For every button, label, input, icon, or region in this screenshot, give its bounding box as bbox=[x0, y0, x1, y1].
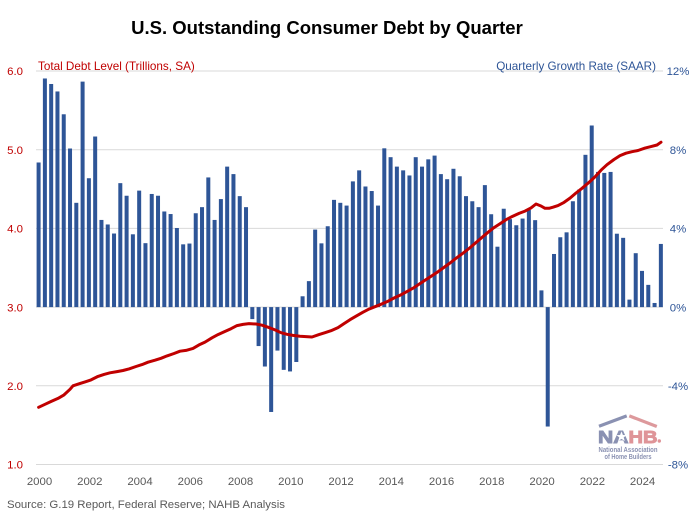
svg-text:2024: 2024 bbox=[630, 476, 655, 488]
svg-text:U.S. Outstanding Consumer Debt: U.S. Outstanding Consumer Debt by Quarte… bbox=[131, 17, 523, 38]
svg-text:NA: NA bbox=[598, 427, 629, 447]
svg-text:2000: 2000 bbox=[27, 476, 52, 488]
svg-text:National Association: National Association bbox=[599, 447, 658, 454]
svg-text:2004: 2004 bbox=[127, 476, 152, 488]
svg-text:12%: 12% bbox=[667, 66, 690, 78]
svg-text:2012: 2012 bbox=[328, 476, 353, 488]
svg-text:3.0: 3.0 bbox=[7, 302, 23, 314]
svg-text:4%: 4% bbox=[670, 224, 686, 236]
svg-text:2014: 2014 bbox=[379, 476, 404, 488]
svg-text:8%: 8% bbox=[670, 145, 686, 157]
svg-text:2008: 2008 bbox=[228, 476, 253, 488]
svg-text:4.0: 4.0 bbox=[7, 224, 23, 236]
svg-text:0%: 0% bbox=[670, 302, 686, 314]
svg-text:Total Debt Level (Trillions, S: Total Debt Level (Trillions, SA) bbox=[38, 60, 195, 73]
svg-text:2.0: 2.0 bbox=[7, 381, 23, 393]
svg-text:2020: 2020 bbox=[529, 476, 554, 488]
svg-text:5.0: 5.0 bbox=[7, 145, 23, 157]
svg-text:Quarterly Growth Rate (SAAR): Quarterly Growth Rate (SAAR) bbox=[496, 60, 656, 73]
svg-text:6.0: 6.0 bbox=[7, 66, 23, 78]
svg-text:Source: G.19 Report, Federal R: Source: G.19 Report, Federal Reserve; NA… bbox=[7, 499, 285, 511]
svg-text:2022: 2022 bbox=[580, 476, 605, 488]
svg-text:-4%: -4% bbox=[668, 381, 688, 393]
svg-text:2002: 2002 bbox=[77, 476, 102, 488]
svg-text:2016: 2016 bbox=[429, 476, 454, 488]
svg-text:of Home Builders: of Home Builders bbox=[605, 454, 652, 461]
svg-text:2010: 2010 bbox=[278, 476, 303, 488]
svg-text:2018: 2018 bbox=[479, 476, 504, 488]
svg-text:1.0: 1.0 bbox=[7, 460, 23, 472]
svg-text:HB: HB bbox=[629, 427, 658, 447]
svg-text:2006: 2006 bbox=[178, 476, 203, 488]
svg-text:-8%: -8% bbox=[668, 460, 688, 472]
